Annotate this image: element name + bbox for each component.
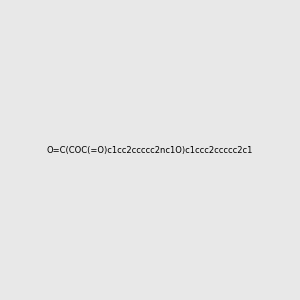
- Text: O=C(COC(=O)c1cc2ccccc2nc1O)c1ccc2ccccc2c1: O=C(COC(=O)c1cc2ccccc2nc1O)c1ccc2ccccc2c…: [47, 146, 253, 154]
